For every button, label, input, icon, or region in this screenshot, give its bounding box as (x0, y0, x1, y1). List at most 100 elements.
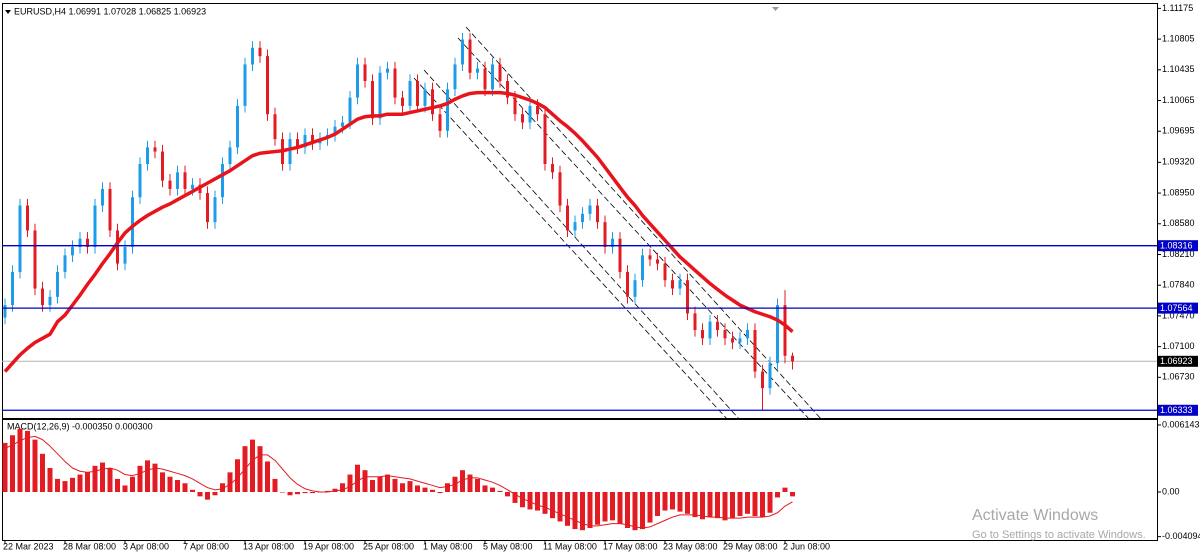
candle-body (258, 47, 262, 57)
channel-line (457, 37, 809, 418)
y-tick-label: 1.11175 (1162, 3, 1193, 13)
candle-body (461, 39, 464, 65)
macd-bar (152, 463, 158, 492)
candle-body (386, 68, 389, 73)
y-tick-label: 1.10805 (1162, 33, 1195, 43)
candle-body (491, 64, 494, 90)
macd-bar (400, 483, 405, 492)
watermark-subtitle: Go to Settings to activate Windows. (972, 529, 1146, 541)
candle-body (18, 205, 22, 272)
macd-bar (512, 492, 518, 503)
candle-body (453, 64, 457, 90)
macd-bar (430, 489, 435, 492)
candle-body (783, 305, 787, 356)
macd-bar (677, 492, 683, 512)
macd-bar (715, 492, 720, 519)
macd-bar (272, 478, 278, 492)
level-label-box (1158, 302, 1198, 314)
macd-bar (265, 461, 270, 492)
macd-bar (257, 446, 263, 492)
candle-body (753, 330, 757, 372)
candle-body (101, 188, 104, 206)
candle-body (228, 147, 232, 165)
x-tick-label: 17 May 08:00 (603, 541, 658, 551)
candle-body (483, 68, 487, 90)
macd-bar (707, 492, 713, 518)
macd-bar (692, 492, 698, 518)
macd-bar (167, 476, 173, 492)
candle-body (701, 330, 704, 339)
candle-body (611, 238, 614, 248)
candle-body (26, 205, 29, 231)
macd-bar (535, 492, 540, 511)
macd-bar (355, 464, 360, 492)
candle-body (723, 330, 727, 339)
candle-body (251, 47, 254, 65)
macd-bar (520, 492, 525, 508)
candle-body (153, 147, 157, 152)
x-tick-label: 28 Mar 08:00 (63, 541, 116, 551)
macd-bar (745, 492, 750, 514)
macd-bar (287, 492, 293, 496)
macd-y-tick-label: -0.004094 (1162, 531, 1200, 541)
macd-bar (145, 460, 150, 492)
candle-body (498, 64, 502, 82)
candle-body (78, 238, 82, 248)
candle-body (626, 271, 629, 297)
y-tick-label: 1.07100 (1162, 341, 1195, 351)
macd-bar (340, 483, 345, 492)
macd-bar (632, 492, 638, 531)
macd-bar (25, 430, 30, 492)
candle-body (438, 114, 442, 131)
macd-bar (700, 492, 705, 520)
candle-body (446, 89, 449, 131)
macd-bar (527, 492, 533, 510)
candle-body (213, 197, 217, 223)
macd-bar (227, 472, 233, 492)
macd-bar (295, 492, 300, 495)
candle-body (551, 164, 554, 173)
candle-body (176, 172, 179, 189)
macd-bar (647, 492, 653, 523)
macd-bar (482, 485, 488, 492)
candle-body (273, 114, 277, 140)
symbol-header: EURUSD,H4 1.06991 1.07028 1.06825 1.0692… (14, 6, 206, 16)
x-tick-label: 7 Apr 08:00 (183, 541, 229, 551)
level-label: 1.08316 (1160, 241, 1193, 251)
macd-bar (280, 492, 285, 493)
macd-bar (385, 474, 390, 492)
candle-body (596, 205, 599, 223)
level-label-box (1158, 240, 1198, 252)
macd-bar (437, 492, 443, 494)
y-tick-label: 1.07470 (1162, 310, 1195, 320)
candle-body (288, 139, 292, 165)
macd-bar (310, 492, 315, 494)
macd-bar (40, 453, 45, 492)
macd-bar (32, 439, 38, 492)
macd-bar (10, 435, 15, 492)
menu-arrow[interactable] (5, 10, 11, 14)
candle-body (536, 105, 539, 115)
candle-body (671, 280, 674, 289)
macd-bar (565, 492, 570, 526)
macd-bar (62, 481, 68, 492)
candle-body (776, 305, 779, 364)
macd-bar (160, 472, 165, 492)
candle-body (11, 271, 14, 306)
macd-bar (467, 474, 473, 492)
candle-body (221, 164, 224, 198)
macd-bar (370, 480, 375, 492)
level-label-box (1158, 404, 1198, 416)
macd-bar (587, 492, 593, 528)
candle-body (71, 247, 74, 256)
moving-average (3, 90, 794, 373)
candle-body (138, 164, 142, 198)
macd-bar (505, 492, 510, 497)
candle-body (393, 68, 397, 98)
macd-bar (220, 483, 225, 492)
macd-bar (595, 492, 600, 525)
macd-bar (212, 492, 218, 496)
macd-bar (542, 492, 548, 514)
macd-bar (617, 492, 623, 524)
